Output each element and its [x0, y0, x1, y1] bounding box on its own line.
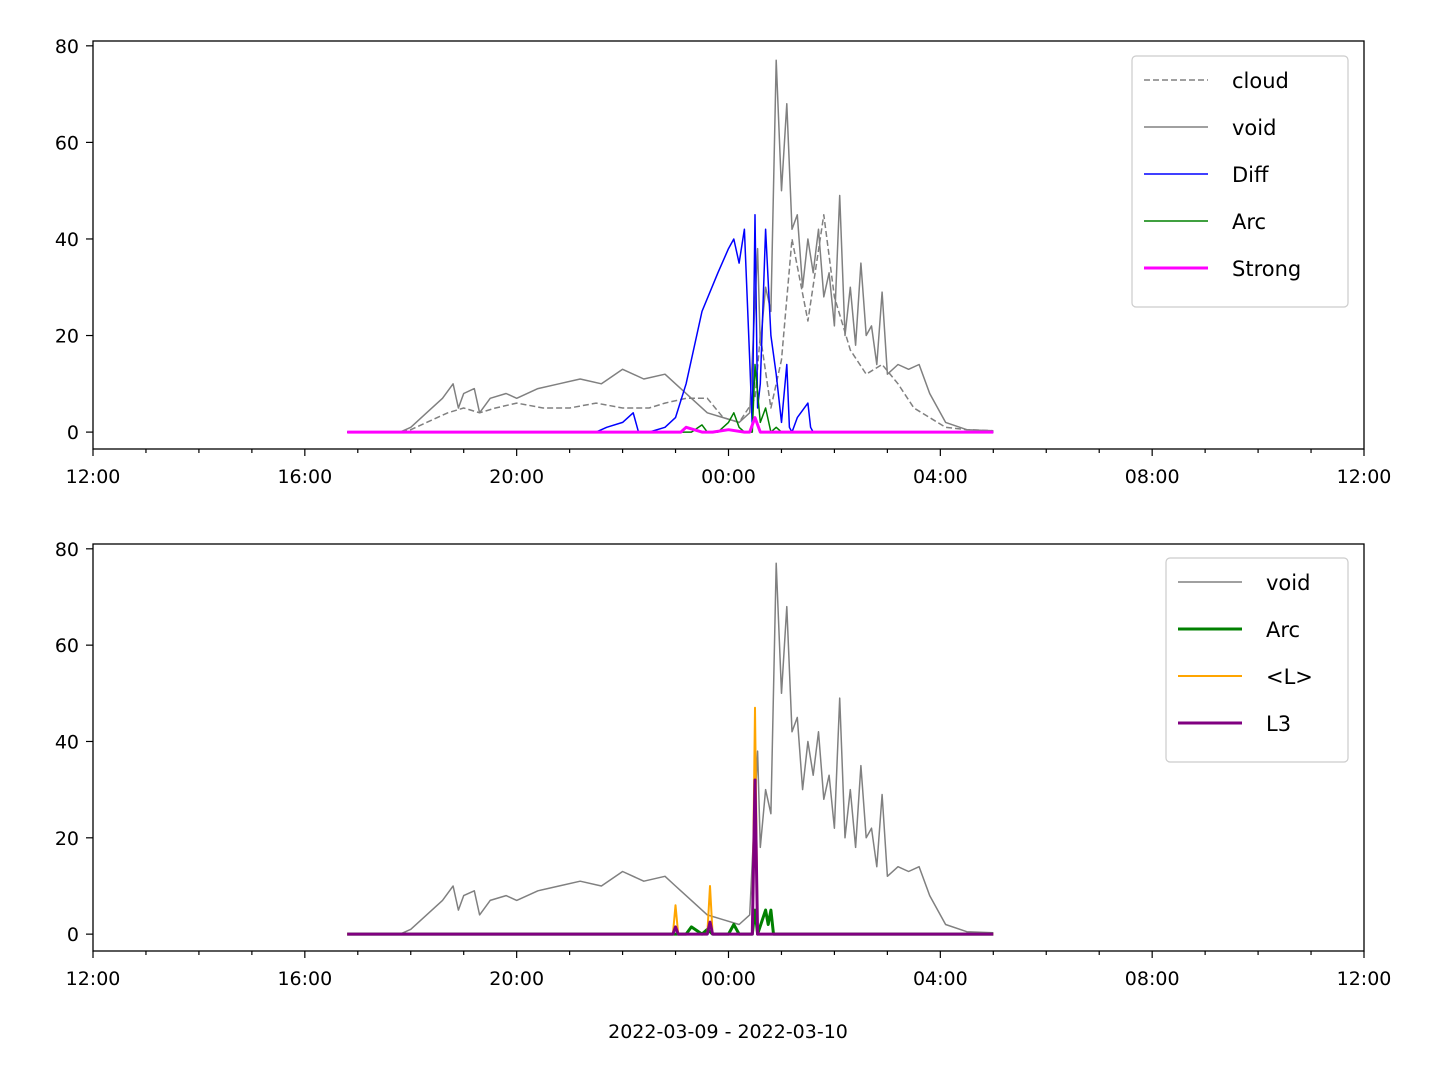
top-series-void-line	[347, 59, 994, 433]
bottom-y-tick-label: 40	[55, 731, 79, 753]
top-series-cloud-line	[347, 214, 994, 433]
top-chart-panel: 12:00 16:00 20:00 00:00 04:00 08:00 12:00 0 20 40…	[55, 36, 1392, 488]
bottom-legend-label: Arc	[1266, 618, 1300, 642]
bottom-x-tick-label: 12:00	[66, 968, 121, 990]
top-legend: cloud void Diff Arc Strong	[1131, 55, 1349, 308]
bottom-x-tick-label: 00:00	[701, 968, 756, 990]
top-legend-label: Arc	[1232, 210, 1266, 234]
top-x-tick-label: 16:00	[277, 466, 332, 488]
top-legend-label: Strong	[1232, 257, 1301, 281]
top-y-tick-label: 40	[55, 229, 79, 251]
bottom-legend-label: void	[1266, 571, 1310, 595]
top-axes: 12:00 16:00 20:00 00:00 04:00 08:00 12:00 0 20 40…	[55, 36, 1392, 488]
bottom-legend: void Arc <L> L3	[1165, 557, 1349, 763]
bottom-y-tick-label: 80	[55, 539, 79, 561]
top-legend-label: cloud	[1232, 69, 1289, 93]
bottom-x-tick-label: 08:00	[1125, 968, 1180, 990]
top-series	[347, 59, 994, 434]
bottom-chart-panel: 12:00 16:00 20:00 00:00 04:00 08:00 12:00 0 20 40…	[55, 539, 1392, 1043]
top-x-tick-label: 00:00	[701, 466, 756, 488]
top-x-tick-label: 04:00	[913, 466, 968, 488]
bottom-legend-box	[1165, 557, 1349, 763]
top-x-tick-label: 12:00	[66, 466, 121, 488]
top-legend-label: Diff	[1232, 163, 1269, 187]
top-legend-label: void	[1232, 116, 1276, 140]
bottom-x-axis-label: 2022-03-09 - 2022-03-10	[608, 1021, 848, 1043]
bottom-series-void-line	[347, 562, 994, 935]
top-series-Strong-line	[347, 416, 994, 434]
bottom-axes: 12:00 16:00 20:00 00:00 04:00 08:00 12:00 0 20 40…	[55, 539, 1392, 990]
bottom-x-tick-label: 12:00	[1337, 968, 1392, 990]
bottom-x-tick-label: 04:00	[913, 968, 968, 990]
bottom-y-tick-label: 60	[55, 635, 79, 657]
top-y-tick-label: 0	[67, 422, 79, 444]
bottom-y-tick-label: 0	[67, 924, 79, 946]
bottom-x-tick-label: 20:00	[489, 968, 544, 990]
top-x-tick-label: 12:00	[1337, 466, 1392, 488]
top-x-tick-label: 08:00	[1125, 466, 1180, 488]
top-y-tick-label: 20	[55, 326, 79, 348]
bottom-y-tick-label: 20	[55, 828, 79, 850]
top-y-tick-label: 60	[55, 132, 79, 154]
bottom-legend-label: L3	[1266, 712, 1291, 736]
top-x-tick-label: 20:00	[489, 466, 544, 488]
bottom-x-tick-label: 16:00	[277, 968, 332, 990]
bottom-series	[347, 562, 994, 936]
top-y-tick-label: 80	[55, 36, 79, 58]
bottom-series-L3-line	[347, 778, 994, 936]
top-legend-box	[1131, 55, 1349, 308]
bottom-legend-label: <L>	[1266, 665, 1313, 689]
